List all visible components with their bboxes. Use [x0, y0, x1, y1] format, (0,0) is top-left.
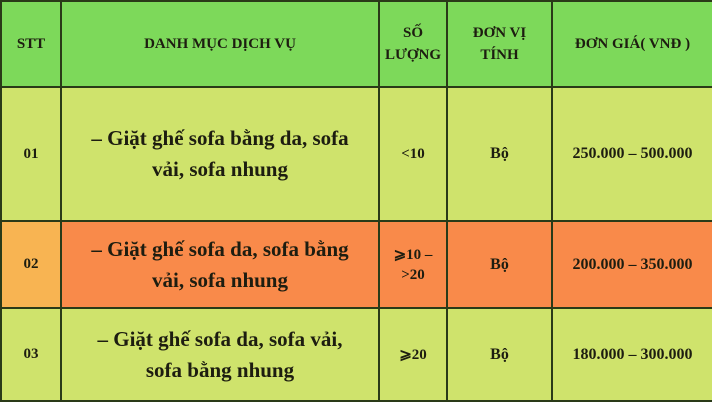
stt-cell: 01 [0, 86, 62, 222]
price-cell: 250.000 – 500.000 [551, 86, 712, 222]
unit-cell: Bộ [446, 307, 553, 402]
header-quantity: SỐ LƯỢNG [378, 0, 448, 88]
unit-cell: Bộ [446, 220, 553, 309]
header-price: ĐƠN GIÁ( VNĐ ) [551, 0, 712, 88]
header-stt: STT [0, 0, 62, 88]
price-cell: 200.000 – 350.000 [551, 220, 712, 309]
table-row: 02 – Giặt ghế sofa da, sofa bằng vải, so… [0, 220, 712, 309]
header-row: STT DANH MỤC DỊCH VỤ SỐ LƯỢNG ĐƠN VỊ TÍN… [0, 0, 712, 88]
table-row: 03 – Giặt ghế sofa da, sofa vải, sofa bằ… [0, 307, 712, 402]
table-row: 01 – Giặt ghế sofa bằng da, sofa vải, so… [0, 86, 712, 222]
service-cell: – Giặt ghế sofa bằng da, sofa vải, sofa … [60, 86, 380, 222]
header-service: DANH MỤC DỊCH VỤ [60, 0, 380, 88]
quantity-cell: ⩾10 – >20 [378, 220, 448, 309]
unit-cell: Bộ [446, 86, 553, 222]
quantity-cell: <10 [378, 86, 448, 222]
service-cell: – Giặt ghế sofa da, sofa bằng vải, sofa … [60, 220, 380, 309]
stt-cell: 03 [0, 307, 62, 402]
stt-cell: 02 [0, 220, 62, 309]
price-cell: 180.000 – 300.000 [551, 307, 712, 402]
quantity-cell: ⩾20 [378, 307, 448, 402]
header-unit: ĐƠN VỊ TÍNH [446, 0, 553, 88]
service-cell: – Giặt ghế sofa da, sofa vải, sofa bằng … [60, 307, 380, 402]
